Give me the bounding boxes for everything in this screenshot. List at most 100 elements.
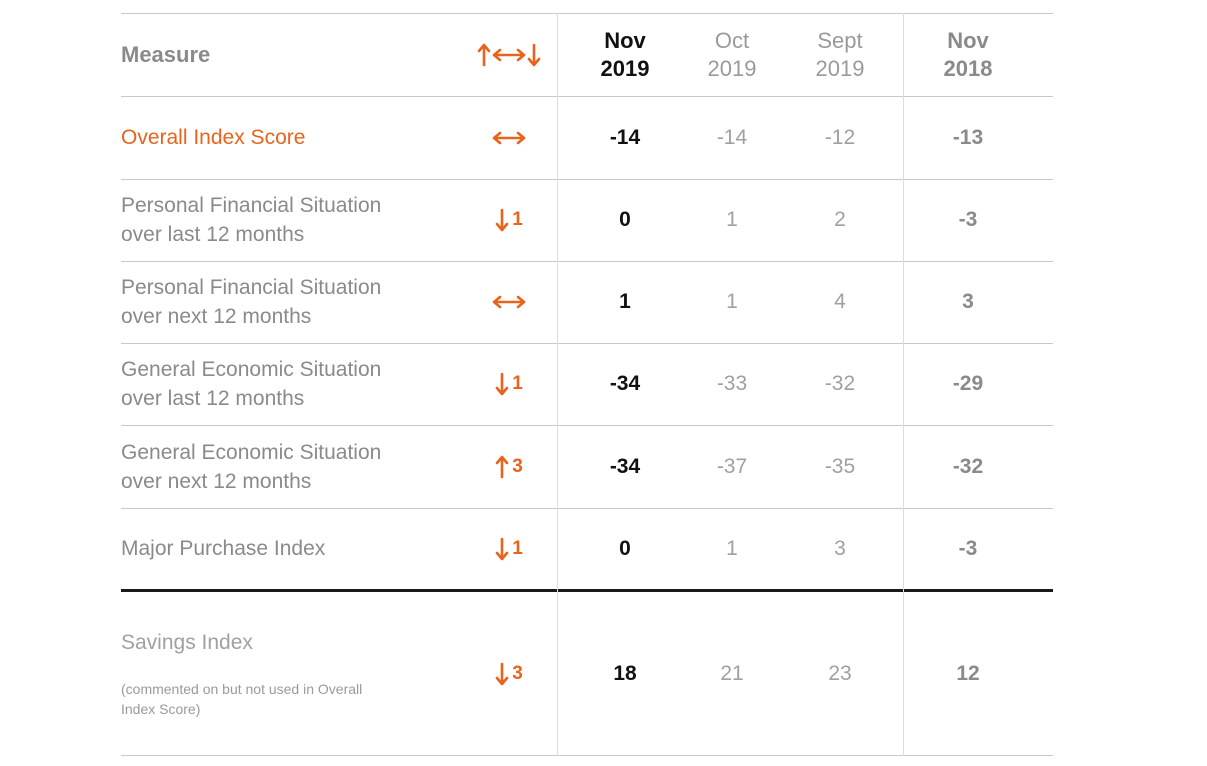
- measure-label: Personal Financial Situation over next 12…: [121, 273, 381, 331]
- value-cell: 1: [677, 508, 787, 589]
- header-period-2-cell: Sept 2019: [785, 13, 895, 96]
- header-trend-symbol: [477, 43, 541, 67]
- measure-cell: Savings Index (commented on but not used …: [121, 592, 461, 755]
- trend-cell: 1: [461, 508, 557, 589]
- measure-cell: Overall Index Score: [121, 96, 461, 179]
- measure-label-line: over last 12 months: [121, 387, 305, 410]
- value-nov-2018: -3: [958, 536, 978, 560]
- value-cell: -33: [677, 343, 787, 425]
- trend-down-icon: [495, 662, 509, 685]
- table-row: General Economic Situation over last 12 m…: [121, 343, 1053, 425]
- rule-row-2: [121, 261, 1053, 262]
- value-nov-2019: -34: [609, 454, 641, 478]
- column-divider-current: [557, 13, 558, 756]
- value-oct-2019: -14: [716, 125, 748, 149]
- value-cell: 18: [557, 592, 693, 755]
- value-cell: -29: [903, 343, 1033, 425]
- value-nov-2018: -13: [952, 125, 984, 149]
- trend-up-icon: [495, 455, 509, 478]
- trend-cell: 1: [461, 343, 557, 425]
- trend-change: 1: [512, 209, 523, 230]
- value-nov-2018: -3: [958, 208, 978, 231]
- value-cell: 1: [677, 179, 787, 261]
- measure-cell: Personal Financial Situation over next 12…: [121, 261, 461, 343]
- trend-down-icon: [495, 208, 509, 232]
- measure-cell: General Economic Situation over next 12 m…: [121, 425, 461, 508]
- measure-label: Savings Index: [121, 628, 362, 657]
- value-nov-2018: 3: [962, 290, 974, 313]
- value-cell: -34: [557, 343, 693, 425]
- value-nov-2019: 0: [619, 536, 631, 560]
- value-nov-2018: 12: [956, 661, 980, 685]
- trend-change: 1: [512, 537, 523, 559]
- table-row: Major Purchase Index 1 0 1 3 -3: [121, 508, 1053, 589]
- value-oct-2019: 21: [720, 661, 744, 685]
- trend-indicator: [492, 295, 526, 309]
- value-cell: 3: [903, 261, 1033, 343]
- measure-cell: General Economic Situation over last 12 m…: [121, 343, 461, 425]
- trend-cell: 3: [461, 592, 557, 755]
- trend-cell: 3: [461, 425, 557, 508]
- measure-stack: General Economic Situation over next 12 m…: [121, 438, 381, 496]
- value-oct-2019: 1: [726, 208, 738, 231]
- measure-label-line: over next 12 months: [121, 305, 312, 328]
- measure-label-line: Overall Index Score: [121, 126, 306, 149]
- header-trend-cell: [461, 13, 557, 96]
- header-period-1: Oct 2019: [708, 27, 757, 83]
- trend-cell: [461, 261, 557, 343]
- measure-stack: Personal Financial Situation over next 12…: [121, 273, 381, 331]
- rule-row-3: [121, 343, 1053, 344]
- value-nov-2018: -32: [952, 454, 984, 478]
- rule-row-4: [121, 425, 1053, 426]
- rule-top: [121, 13, 1053, 14]
- measure-stack: Major Purchase Index: [121, 534, 325, 563]
- value-sept-2019: -32: [824, 372, 856, 395]
- trend-change: 3: [512, 662, 523, 684]
- header-period-1-month: Oct: [714, 27, 750, 53]
- table-row: Personal Financial Situation over last 12…: [121, 179, 1053, 261]
- value-cell: -32: [785, 343, 895, 425]
- value-cell: 2: [785, 179, 895, 261]
- value-cell: -14: [557, 96, 693, 179]
- value-cell: 0: [557, 508, 693, 589]
- header-period-0-month: Nov: [604, 27, 646, 53]
- trend-indicator: 1: [495, 537, 523, 561]
- measure-label-line: over last 12 months: [121, 223, 305, 246]
- measure-label: General Economic Situation over next 12 m…: [121, 438, 381, 496]
- measure-label-line: General Economic Situation: [121, 440, 382, 464]
- value-oct-2019: 1: [726, 290, 738, 313]
- value-cell: -14: [677, 96, 787, 179]
- measure-label-line: over next 12 months: [121, 469, 312, 493]
- value-nov-2019: 1: [619, 290, 631, 313]
- header-period-0: Nov 2019: [601, 27, 650, 83]
- trend-down-icon: [495, 537, 509, 560]
- measure-label-line: Savings Index: [121, 631, 253, 654]
- value-sept-2019: 23: [828, 661, 852, 685]
- trend-indicator: [492, 131, 526, 145]
- header-row: Measure Nov 2019 Oct 2019 Sept 2019: [121, 13, 1053, 96]
- header-period-0-cell: Nov 2019: [557, 13, 693, 96]
- measure-stack: Personal Financial Situation over last 12…: [121, 191, 381, 249]
- measure-label: Personal Financial Situation over last 12…: [121, 191, 381, 249]
- value-oct-2019: 1: [726, 536, 738, 560]
- value-cell: -35: [785, 425, 895, 508]
- trend-flat-icon: [492, 48, 526, 61]
- value-sept-2019: -35: [824, 454, 856, 478]
- trend-indicator: 1: [495, 208, 523, 232]
- header-measure-cell: Measure: [121, 13, 461, 96]
- column-divider-year-ago: [903, 13, 904, 756]
- header-period-2-year: 2019: [815, 55, 865, 81]
- value-cell: 1: [557, 261, 693, 343]
- value-cell: -34: [557, 425, 693, 508]
- rule-row-1: [121, 179, 1053, 180]
- value-cell: -32: [903, 425, 1033, 508]
- value-cell: 4: [785, 261, 895, 343]
- measure-cell: Personal Financial Situation over last 12…: [121, 179, 461, 261]
- value-nov-2019: 18: [613, 661, 637, 685]
- measure-stack: General Economic Situation over last 12 m…: [121, 355, 381, 413]
- table-row: Savings Index (commented on but not used …: [121, 592, 1053, 755]
- value-sept-2019: 2: [834, 208, 846, 231]
- measure-note: (commented on but not used in Overall Ind…: [121, 679, 362, 719]
- measure-stack: Savings Index (commented on but not used …: [121, 628, 362, 719]
- rule-header: [121, 96, 1053, 97]
